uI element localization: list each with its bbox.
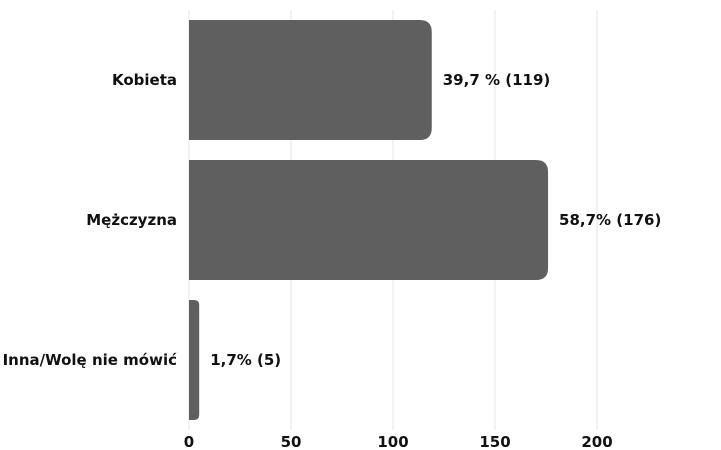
data-label: 58,7% (176) (559, 211, 661, 229)
bar (189, 20, 432, 140)
x-tick-label: 150 (479, 433, 510, 450)
x-tick-label: 50 (281, 433, 302, 450)
category-label: Mężczyzna (86, 211, 177, 229)
data-label: 39,7 % (119) (443, 71, 551, 89)
bar (189, 300, 200, 420)
category-label: Inna/Wolę nie mówić (3, 351, 178, 369)
x-tick-label: 0 (184, 433, 194, 450)
bar (189, 160, 549, 280)
labels: Kobieta 39,7 % (119) Mężczyzna 58,7% (176) I… (3, 71, 662, 369)
data-label: 1,7% (5) (210, 351, 281, 369)
bars (189, 20, 549, 420)
x-tick-label: 200 (581, 433, 612, 450)
category-label: Kobieta (112, 71, 177, 89)
x-tick-label: 100 (377, 433, 408, 450)
x-axis-ticks: 0 50 100 150 200 (184, 433, 613, 450)
